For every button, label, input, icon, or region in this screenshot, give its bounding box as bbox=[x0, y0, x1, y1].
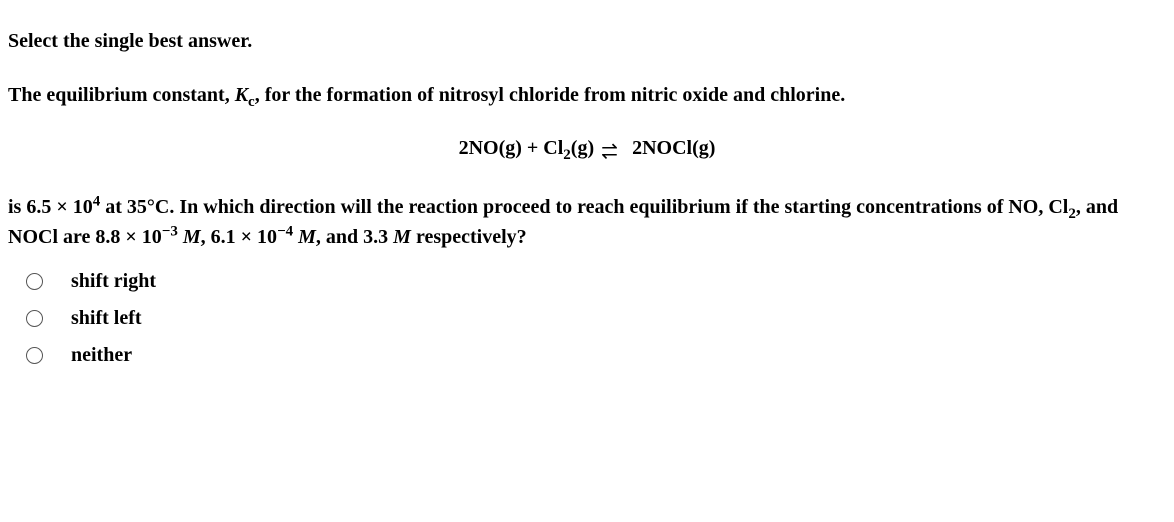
equation: 2NO(g) + Cl2(g) 2NOCl(g) bbox=[8, 137, 1166, 160]
option-row[interactable]: shift left bbox=[26, 307, 1166, 330]
options-group: shift right shift left neither bbox=[8, 270, 1166, 367]
radio-icon[interactable] bbox=[26, 347, 43, 364]
question-body: is 6.5 × 104 at 35°C. In which direction… bbox=[8, 192, 1166, 252]
question-container: Select the single best answer. The equil… bbox=[0, 0, 1174, 367]
option-label: shift left bbox=[71, 307, 142, 330]
instruction-text: Select the single best answer. bbox=[8, 30, 1166, 53]
option-row[interactable]: neither bbox=[26, 344, 1166, 367]
option-row[interactable]: shift right bbox=[26, 270, 1166, 293]
question-intro: The equilibrium constant, Kc, for the fo… bbox=[8, 81, 1166, 109]
option-label: neither bbox=[71, 344, 132, 367]
radio-icon[interactable] bbox=[26, 310, 43, 327]
radio-icon[interactable] bbox=[26, 273, 43, 290]
option-label: shift right bbox=[71, 270, 156, 293]
